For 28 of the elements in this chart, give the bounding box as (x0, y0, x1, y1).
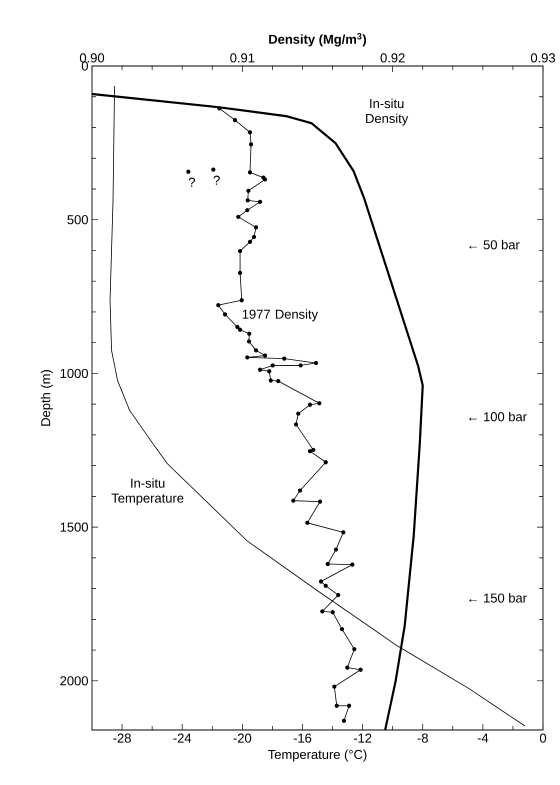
x2-axis-title: Density (Mg/m$^{3}$) (269, 33, 366, 46)
series-label: 1977 Density (242, 309, 318, 322)
x-tick-label: -20 (234, 734, 252, 743)
y-tick-label: 1000 (60, 368, 88, 378)
annotation: ← 100 bar (469, 412, 527, 422)
x-tick-label: -8 (418, 734, 428, 743)
y-tick-label: 0 (82, 61, 88, 71)
annotation: ? (214, 176, 220, 185)
x-tick-label: -4 (478, 734, 488, 742)
x-axis-title: Temperature (°C) (268, 750, 366, 762)
x-tick-label: -16 (294, 734, 312, 743)
y-tick-label: 500 (67, 215, 88, 224)
annotation: ← 50 bar (469, 240, 520, 250)
x-tick-label: 0 (540, 734, 546, 743)
x2-tick-label: 0.92 (380, 53, 405, 62)
series-label: In-situ Temperature (112, 478, 184, 506)
x2-tick-label: 0.93 (530, 53, 556, 62)
x2-tick-label: 0.91 (230, 53, 254, 62)
x-tick-label: -24 (173, 734, 192, 743)
y-tick-label: 2000 (60, 676, 88, 686)
x-tick-label: -12 (354, 734, 372, 743)
y-tick-label: 1500 (60, 522, 88, 532)
x-tick-label: -28 (113, 734, 131, 743)
y-axis-title: Depth (m) (40, 370, 53, 426)
x2-tick-label: 0.90 (80, 53, 104, 62)
annotation: ← 150 bar (469, 593, 527, 603)
annotation: ? (188, 178, 195, 187)
text: In-situ Density (366, 98, 408, 126)
